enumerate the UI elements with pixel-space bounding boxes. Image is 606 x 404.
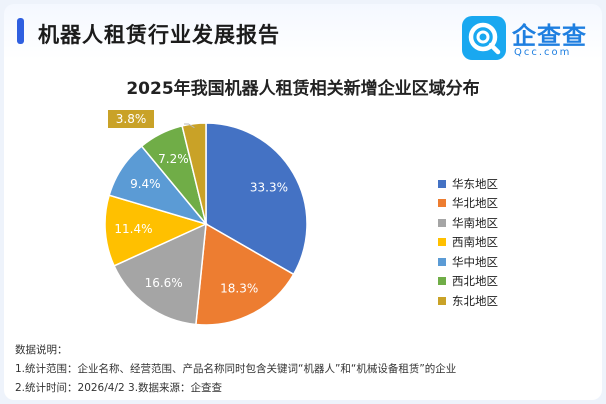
- legend-swatch-4: [438, 238, 446, 247]
- legend-label-6: 西北地区: [452, 274, 498, 289]
- logo-name: 企查查: [512, 22, 587, 50]
- notes-heading: 数据说明：: [15, 344, 68, 356]
- title-accent-bar: [17, 18, 24, 44]
- legend-item-4: 西南地区: [438, 233, 498, 253]
- legend-label-3: 华南地区: [452, 215, 498, 230]
- pie-data-label-1: 33.3%: [250, 181, 288, 195]
- notes-line-1: 1.统计范围：企业名称、经营范围、产品名称同时包含关键词“机器人”和“机械设备租…: [15, 363, 457, 375]
- legend-label-1: 华东地区: [452, 176, 498, 191]
- pie-data-label-4: 11.4%: [114, 222, 152, 236]
- pie-data-label-2: 18.3%: [220, 282, 258, 296]
- legend-item-5: 华中地区: [438, 252, 498, 272]
- pie-slice-7: [181, 122, 207, 225]
- legend-swatch-3: [438, 218, 446, 227]
- chart-title: 2025年我国机器人租赁相关新增企业区域分布: [126, 79, 480, 99]
- chart-legend: 华东地区华北地区华南地区西南地区华中地区西北地区东北地区: [438, 174, 498, 311]
- legend-item-7: 东北地区: [438, 291, 498, 311]
- legend-swatch-1: [438, 179, 446, 188]
- notes-line-2: 2.统计时间：2026/4/2 3.数据来源：企查查: [15, 382, 223, 394]
- pie-slice-2: [195, 222, 295, 326]
- legend-label-4: 西南地区: [452, 235, 498, 250]
- legend-label-5: 华中地区: [452, 254, 498, 269]
- pie-data-label-6: 7.2%: [158, 152, 189, 166]
- qcc-logo-icon: [462, 16, 506, 60]
- legend-item-2: 华北地区: [438, 194, 498, 214]
- legend-swatch-6: [438, 277, 446, 286]
- legend-item-3: 华南地区: [438, 213, 498, 233]
- legend-item-1: 华东地区: [438, 174, 498, 194]
- pie-label-box-7: [108, 110, 154, 128]
- data-notes: 数据说明： 1.统计范围：企业名称、经营范围、产品名称同时包含关键词“机器人”和…: [15, 341, 456, 398]
- logo-domain: Qcc.com: [514, 47, 572, 58]
- pie-leader-line-7: [184, 123, 195, 129]
- legend-swatch-7: [438, 296, 446, 305]
- legend-item-6: 西北地区: [438, 272, 498, 292]
- pie-data-label-3: 16.6%: [145, 276, 183, 290]
- legend-label-7: 东北地区: [452, 293, 498, 308]
- legend-swatch-5: [438, 257, 446, 266]
- legend-swatch-2: [438, 199, 446, 208]
- pie-slice-1: [205, 122, 308, 276]
- report-title: 机器人租赁行业发展报告: [38, 23, 280, 47]
- pie-data-label-7: 3.8%: [116, 112, 147, 126]
- pie-slice-3: [113, 222, 207, 326]
- legend-label-2: 华北地区: [452, 196, 498, 211]
- pie-slice-4: [104, 194, 209, 267]
- pie-data-label-5: 9.4%: [130, 177, 161, 191]
